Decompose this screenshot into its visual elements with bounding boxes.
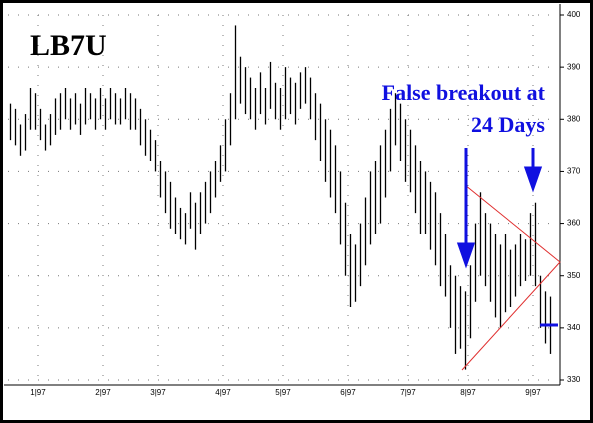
annotation: False breakout at: [382, 80, 546, 105]
y-tick-label: 340: [567, 323, 581, 332]
y-tick-label: 390: [567, 62, 581, 71]
y-tick-label: 380: [567, 114, 581, 123]
plot: 330 340 350 360 370 380 390 400 1|97 2|97 3|97 4|97…: [8, 10, 581, 397]
arrow-head: [456, 242, 476, 269]
x-tick-label: 5|97: [275, 388, 291, 397]
x-tick-label: 8|97: [460, 388, 476, 397]
x-tick-label: 3|97: [150, 388, 166, 397]
x-tick-label: 6|97: [340, 388, 356, 397]
annotation: 24 Days: [471, 112, 545, 137]
y-tick-label: 350: [567, 271, 581, 280]
chart-title: LB7U: [30, 29, 107, 62]
y-tick-label: 360: [567, 219, 581, 228]
arrow-head: [523, 166, 543, 193]
x-tick-label: 1|97: [30, 388, 46, 397]
x-tick-label: 4|97: [215, 388, 231, 397]
x-tick-label: 7|97: [400, 388, 416, 397]
y-tick-label: 400: [567, 10, 581, 19]
arrows: [456, 148, 543, 269]
x-tick-label: 2|97: [95, 388, 111, 397]
y-tick-label: 370: [567, 167, 581, 176]
x-tick-label: 9|97: [525, 388, 541, 397]
triangle: [461, 184, 561, 371]
y-tick-label: 330: [567, 375, 581, 384]
